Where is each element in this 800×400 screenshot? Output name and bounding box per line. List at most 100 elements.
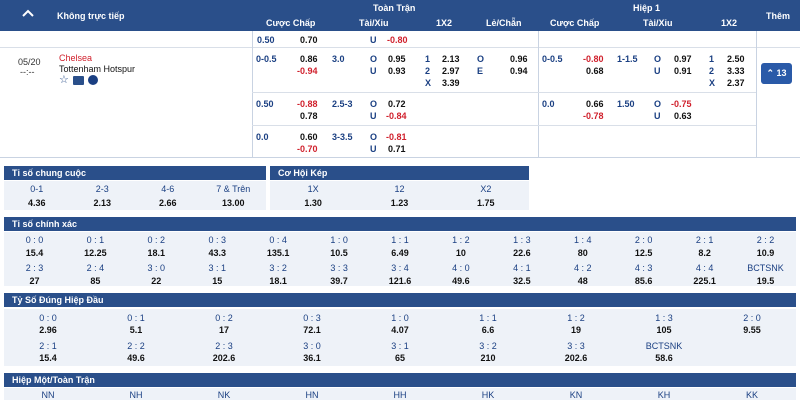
row3-under-odds[interactable]: 0.71 (388, 144, 406, 154)
correct-score-odds[interactable]: 135.1 (266, 248, 290, 258)
half-correct-score-odds[interactable]: 6.6 (481, 325, 495, 335)
correct-score-odds[interactable]: 15 (212, 276, 223, 286)
row2-under-odds[interactable]: -0.84 (386, 111, 407, 121)
half-correct-score-odds[interactable]: 5.1 (129, 325, 143, 335)
section-halftime-fulltime-title[interactable]: Hiệp Một/Toàn Trận (4, 373, 796, 387)
correct-score-odds[interactable]: 10 (455, 248, 466, 258)
away-team[interactable]: Tottenham Hotspur (59, 64, 136, 74)
more-markets-button[interactable]: ⌃ 13 (761, 63, 792, 84)
summary-handicap-odds[interactable]: 0.70 (300, 35, 318, 45)
section-half-correct-score-title[interactable]: Tỷ Số Đúng Hiệp Đầu (4, 293, 796, 307)
row3-over-odds[interactable]: -0.81 (386, 132, 407, 142)
row1-1x2-x-odds[interactable]: 3.39 (442, 78, 460, 88)
correct-score-odds[interactable]: 10.5 (330, 248, 348, 258)
row1-half-over-odds[interactable]: 0.97 (674, 54, 692, 64)
half-correct-score-odds[interactable]: 36.1 (303, 353, 321, 363)
correct-score-label: 3 : 2 (269, 263, 287, 273)
row2-handicap-home[interactable]: -0.88 (297, 99, 318, 109)
half-correct-score-odds[interactable]: 49.6 (127, 353, 145, 363)
row1-over-odds[interactable]: 0.95 (388, 54, 406, 64)
correct-score-odds[interactable]: 85.6 (634, 276, 653, 286)
section-total-goals-title[interactable]: Tỉ số chung cuộc (4, 166, 266, 180)
double-chance-odds[interactable]: 1.23 (390, 198, 409, 208)
row1-handicap-away[interactable]: -0.94 (297, 66, 318, 76)
half-correct-score-odds[interactable]: 210 (480, 353, 496, 363)
correct-score-odds[interactable]: 6.49 (391, 248, 409, 258)
row1-even-odds[interactable]: 0.94 (510, 66, 528, 76)
row1-1x2-2-odds[interactable]: 2.97 (442, 66, 460, 76)
half-correct-score-odds[interactable]: 105 (656, 325, 672, 335)
correct-score-odds[interactable]: 12.25 (84, 248, 107, 258)
half-correct-score-odds[interactable]: 2.96 (39, 325, 57, 335)
row2-half-under-odds[interactable]: 0.63 (674, 111, 692, 121)
row3-handicap-away[interactable]: -0.70 (297, 144, 318, 154)
half-correct-score-odds[interactable]: 58.6 (655, 353, 673, 363)
correct-score-odds[interactable]: 43.3 (208, 248, 226, 258)
row2-half-handicap-home[interactable]: 0.66 (586, 99, 604, 109)
correct-score-odds[interactable]: 15.4 (25, 248, 44, 258)
row2-half-over-odds[interactable]: -0.75 (671, 99, 692, 109)
half-correct-score-odds[interactable]: 72.1 (303, 325, 321, 335)
total-goals-odds[interactable]: 4.36 (27, 198, 46, 208)
correct-score-odds[interactable]: 8.2 (698, 248, 711, 258)
row2-half-ou-line: 1.50 (617, 99, 635, 109)
play-icon[interactable] (88, 75, 98, 85)
home-team[interactable]: Chelsea (59, 53, 93, 63)
row1-under-odds[interactable]: 0.93 (388, 66, 406, 76)
total-goals-odds[interactable]: 13.00 (221, 198, 245, 208)
row1-half-handicap-home[interactable]: -0.80 (583, 54, 604, 64)
row2-handicap-away[interactable]: 0.78 (300, 111, 318, 121)
row1-1x2-1-odds[interactable]: 2.13 (442, 54, 460, 64)
star-icon[interactable]: ☆ (59, 74, 69, 86)
correct-score-odds[interactable]: 225.1 (693, 276, 716, 286)
correct-score-odds[interactable]: 18.1 (269, 276, 287, 286)
half-correct-score-label: 1 : 0 (391, 313, 409, 323)
half-correct-score-odds[interactable]: 15.4 (39, 353, 57, 363)
correct-score-odds[interactable]: 22 (151, 276, 162, 286)
row1-half-1-odds[interactable]: 2.50 (727, 54, 745, 64)
correct-score-odds[interactable]: 39.7 (330, 276, 348, 286)
correct-score-odds[interactable]: 121.6 (388, 276, 412, 286)
total-goals-odds[interactable]: 2.66 (158, 198, 177, 208)
double-chance-odds[interactable]: 1.30 (304, 198, 322, 208)
section-correct-score-title[interactable]: Tỉ số chính xác (4, 217, 796, 231)
half-correct-score-odds[interactable]: 202.6 (212, 353, 236, 363)
chevron-up-icon[interactable] (22, 8, 36, 22)
double-chance-odds[interactable]: 1.75 (477, 198, 495, 208)
half-correct-score-odds[interactable]: 65 (394, 353, 405, 363)
total-goals-odds[interactable]: 2.13 (93, 198, 112, 208)
half-correct-score-odds[interactable]: 17 (218, 325, 229, 335)
htft-label: KH (657, 390, 671, 400)
half-correct-score-odds[interactable]: 9.55 (743, 325, 761, 335)
section-double-chance-title[interactable]: Cơ Hội Kép (270, 166, 529, 180)
row1-half-under-odds[interactable]: 0.91 (674, 66, 692, 76)
htft-label: HN (305, 390, 319, 400)
row1-half-handicap-away[interactable]: 0.68 (586, 66, 604, 76)
row1-half-2-odds[interactable]: 3.33 (727, 66, 745, 76)
correct-score-odds[interactable]: 85 (90, 276, 101, 286)
correct-score-odds[interactable]: 22.6 (513, 248, 531, 258)
stats-icon[interactable] (73, 76, 84, 85)
correct-score-odds[interactable]: 27 (29, 276, 40, 286)
correct-score-odds[interactable]: 10.9 (756, 248, 775, 258)
row2-half-handicap-away[interactable]: -0.78 (583, 111, 604, 121)
row3-handicap-home[interactable]: 0.60 (300, 132, 318, 142)
half-correct-score-odds[interactable]: 202.6 (564, 353, 588, 363)
summary-handicap[interactable]: 0.50 (257, 35, 275, 45)
correct-score-odds[interactable]: 32.5 (513, 276, 531, 286)
row1-odd-odds[interactable]: 0.96 (510, 54, 528, 64)
correct-score-odds[interactable]: 48 (577, 276, 588, 286)
row1-handicap-home[interactable]: 0.86 (300, 54, 318, 64)
half-correct-score-odds[interactable]: 4.07 (391, 325, 409, 335)
correct-score-label: 3 : 0 (147, 263, 166, 273)
half-correct-score-odds[interactable]: 19 (570, 325, 581, 335)
htft-label: HH (393, 390, 407, 400)
correct-score-odds[interactable]: 19.5 (756, 276, 775, 286)
correct-score-odds[interactable]: 12.5 (634, 248, 653, 258)
correct-score-odds[interactable]: 80 (577, 248, 588, 258)
row1-half-x-odds[interactable]: 2.37 (727, 78, 745, 88)
summary-under-odds[interactable]: -0.80 (387, 35, 408, 45)
correct-score-odds[interactable]: 18.1 (147, 248, 166, 258)
correct-score-odds[interactable]: 49.6 (452, 276, 470, 286)
row2-over-odds[interactable]: 0.72 (388, 99, 406, 109)
